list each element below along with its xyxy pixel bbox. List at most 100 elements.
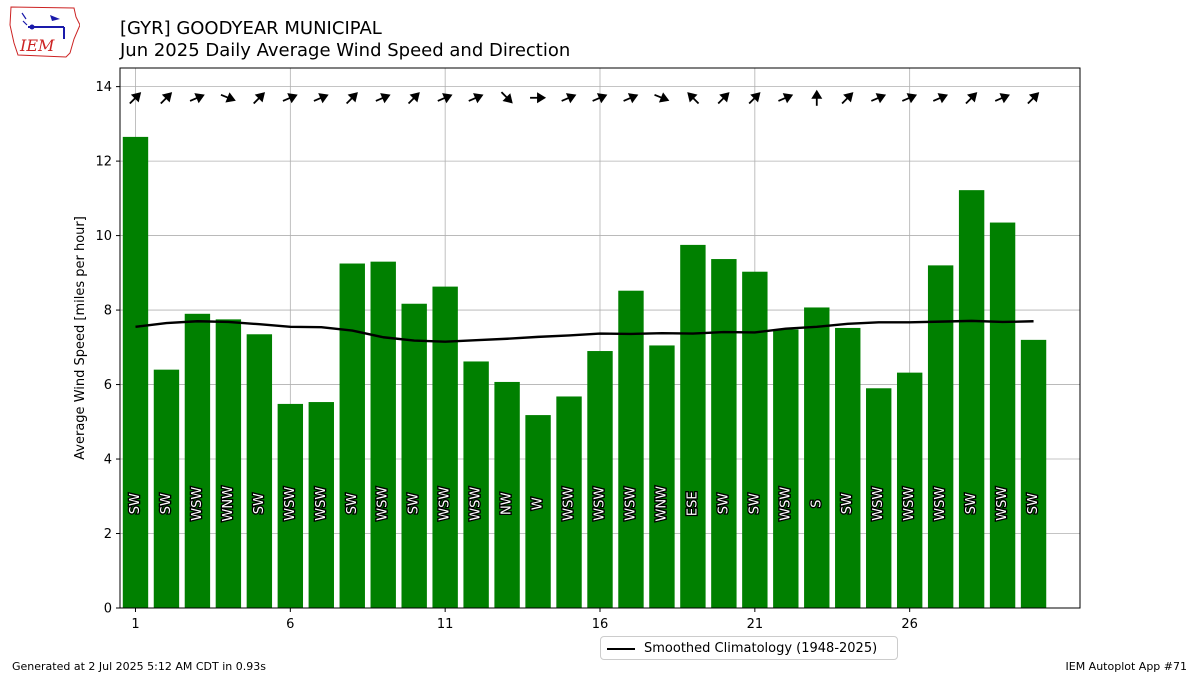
bar-day-7 <box>308 402 334 608</box>
y-tick-label: 4 <box>104 453 112 468</box>
bar-day-21 <box>742 271 768 608</box>
wind-arrow-day-24 <box>841 92 854 105</box>
wind-arrow-day-6 <box>282 93 298 104</box>
direction-label-day-21: SW <box>747 493 762 514</box>
wind-arrow-day-11 <box>437 93 453 104</box>
wind-arrow-head <box>380 93 391 104</box>
wind-arrow-head <box>937 93 949 104</box>
direction-label-day-28: SW <box>964 493 979 514</box>
iowa-outline-icon <box>9 6 80 58</box>
bar-day-2 <box>153 369 180 608</box>
y-tick-label: 14 <box>95 80 112 95</box>
wind-arrow-day-12 <box>468 93 484 104</box>
wind-arrow-head <box>225 92 236 103</box>
wind-arrow-day-18 <box>654 92 670 103</box>
wind-arrow-day-1 <box>129 92 142 105</box>
wind-arrow-head <box>194 93 205 104</box>
bar-day-19 <box>680 244 706 608</box>
wind-arrow-day-15 <box>561 93 577 104</box>
bar-day-27 <box>927 265 954 608</box>
bar-day-30 <box>1020 339 1047 608</box>
direction-label-day-27: WSW <box>933 487 948 521</box>
bar-day-1 <box>122 136 149 608</box>
wind-arrow-day-26 <box>901 93 918 104</box>
wind-arrow-head <box>502 93 513 104</box>
wind-arrow-head <box>687 92 698 103</box>
direction-label-day-24: SW <box>840 493 855 514</box>
bar-day-12 <box>463 361 489 608</box>
y-tick-label: 10 <box>95 229 112 244</box>
wind-arrow-day-9 <box>375 93 391 104</box>
direction-label-day-3: WSW <box>190 487 205 521</box>
bar-day-9 <box>370 261 396 608</box>
direction-label-day-2: SW <box>159 493 174 514</box>
bar-day-15 <box>556 396 582 608</box>
bar-day-23 <box>804 307 830 608</box>
direction-label-day-23: S <box>809 500 824 508</box>
wind-arrow-head <box>318 93 329 104</box>
bar-layer <box>122 136 1047 608</box>
wind-arrow-day-22 <box>778 93 794 104</box>
wind-arrow-day-19 <box>687 92 700 105</box>
wind-arrow-day-5 <box>253 92 266 105</box>
wind-arrow-day-14 <box>530 92 547 104</box>
bar-day-26 <box>896 372 923 608</box>
wind-arrow-head <box>254 92 266 103</box>
bar-day-17 <box>618 290 644 608</box>
wind-arrow-head <box>473 93 484 104</box>
chart-title-line2: Jun 2025 Daily Average Wind Speed and Di… <box>120 40 571 61</box>
wind-arrow-head <box>627 93 639 104</box>
direction-label-day-9: WSW <box>376 487 391 521</box>
x-tick-label: 11 <box>437 617 454 632</box>
wind-arrow-head <box>782 93 794 104</box>
direction-label-day-16: WSW <box>593 487 608 521</box>
plot-frame <box>119 67 1081 609</box>
direction-label-day-26: WSW <box>902 487 917 521</box>
bar-day-11 <box>432 286 458 608</box>
wind-arrow-day-3 <box>189 93 205 104</box>
bar-day-18 <box>649 345 675 608</box>
y-tick-label: 0 <box>104 602 112 617</box>
wind-arrow-head <box>967 92 978 103</box>
wind-arrow-head <box>658 92 670 103</box>
autoplot-app-label: IEM Autoplot App #71 <box>1065 660 1188 673</box>
wind-arrow-head <box>906 93 918 104</box>
y-tick-label: 6 <box>104 378 112 393</box>
iem-logo: IEM <box>9 6 80 58</box>
wind-arrow-day-2 <box>160 92 173 105</box>
direction-label-day-25: WSW <box>871 487 886 521</box>
wind-arrow-day-27 <box>932 93 949 104</box>
wind-arrow-day-21 <box>748 92 761 105</box>
wind-arrow-day-28 <box>965 92 978 105</box>
x-tick-label: 1 <box>131 617 139 632</box>
wind-arrow-head <box>565 93 577 104</box>
wind-arrow-head <box>999 93 1010 104</box>
bar-day-14 <box>525 415 551 608</box>
direction-label-day-4: WNW <box>221 486 236 522</box>
direction-label-day-8: SW <box>345 493 360 514</box>
wind-arrow-head <box>811 89 823 99</box>
direction-label-day-20: SW <box>716 493 731 514</box>
wind-arrow-day-17 <box>623 93 639 104</box>
direction-label-day-19: ESE <box>685 491 700 516</box>
bar-day-24 <box>835 327 861 608</box>
wind-arrow-day-8 <box>345 92 358 105</box>
legend-line-swatch <box>607 648 635 650</box>
wind-arrow-head <box>130 92 142 103</box>
wind-arrow-head <box>161 92 173 103</box>
wind-arrow-head <box>596 93 608 104</box>
y-tick-label: 12 <box>95 155 112 170</box>
bar-day-3 <box>184 313 211 608</box>
x-tick-label: 16 <box>592 617 609 632</box>
wind-arrow-day-4 <box>220 92 236 103</box>
direction-label-day-14: W <box>531 497 546 510</box>
bar-day-6 <box>277 403 304 608</box>
direction-label-day-22: WSW <box>778 487 793 521</box>
wind-arrow-day-20 <box>717 92 730 105</box>
wind-arrow-head <box>287 93 298 104</box>
direction-label-day-30: SW <box>1026 493 1041 514</box>
bar-day-13 <box>494 381 520 608</box>
chart-title-line1: [GYR] GOODYEAR MUNICIPAL <box>120 18 382 39</box>
bar-day-4 <box>215 319 242 608</box>
